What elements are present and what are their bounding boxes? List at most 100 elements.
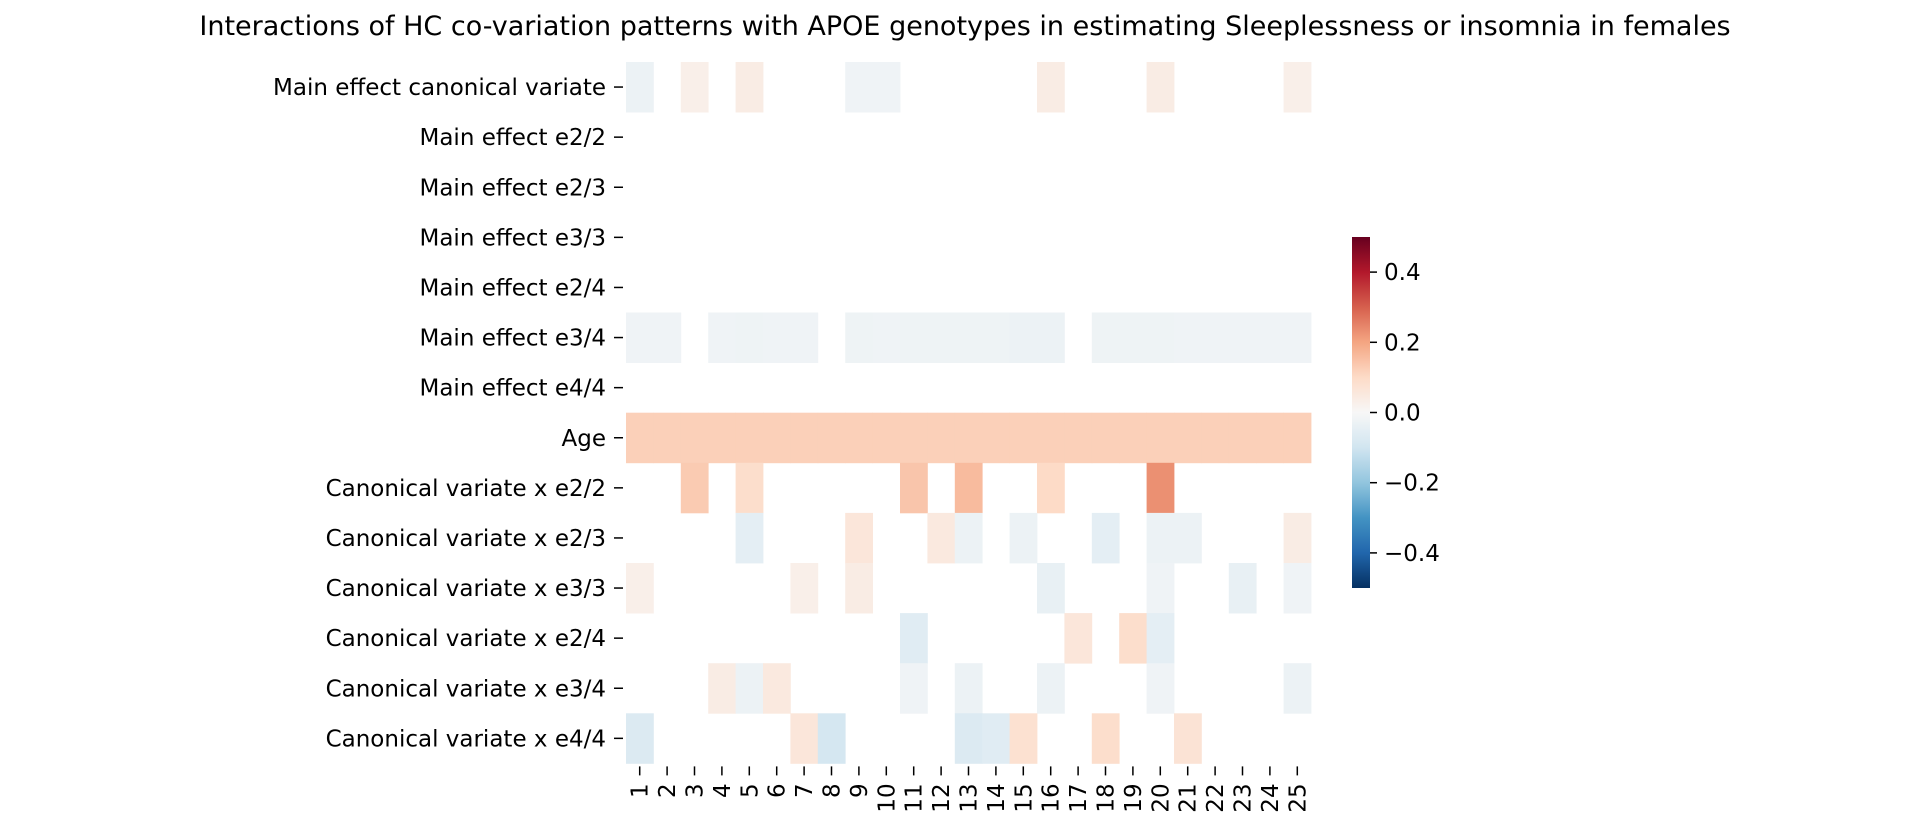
heatmap-cell: [763, 663, 791, 714]
heatmap-cell: [1037, 563, 1065, 614]
heatmap-cell: [1091, 412, 1120, 464]
heatmap-cell: [872, 312, 901, 363]
y-tick-label: Canonical variate x e2/4: [326, 626, 606, 652]
heatmap-cell: [900, 412, 928, 464]
x-tick-label: 7: [792, 783, 818, 798]
heatmap-cell: [900, 462, 928, 514]
heatmap-cell: [1037, 62, 1065, 113]
x-tick-label: 14: [984, 783, 1010, 812]
x-tick-label: 3: [683, 783, 709, 798]
heatmap-cell: [790, 563, 819, 614]
heatmap-cell: [1009, 713, 1038, 764]
heatmap-cell: [954, 312, 983, 363]
heatmap-cell: [626, 713, 654, 764]
heatmap-cell: [1256, 412, 1284, 464]
y-axis-labels: Main effect canonical variate Main effect…: [273, 75, 623, 752]
x-tick-label: 19: [1121, 783, 1147, 812]
heatmap-cell: [1146, 512, 1175, 564]
heatmap-cell: [954, 713, 983, 764]
heatmap-cell: [954, 512, 983, 564]
heatmap-cell: [817, 412, 846, 464]
x-tick-label: 15: [1011, 783, 1037, 812]
x-tick-label: 17: [1066, 783, 1092, 812]
heatmap-cell: [1256, 312, 1284, 363]
heatmap-cell: [790, 312, 819, 363]
heatmap-cell: [1201, 312, 1230, 363]
y-tick-label: Canonical variate x e3/3: [326, 576, 606, 602]
x-tick-label: 24: [1258, 783, 1284, 812]
heatmap-cell: [708, 412, 736, 464]
heatmap-cell: [982, 312, 1010, 363]
heatmap-cell: [790, 412, 819, 464]
heatmap-cell: [1091, 512, 1120, 564]
heatmap-cell: [900, 663, 928, 714]
heatmap-cell: [1009, 312, 1038, 363]
heatmap-cell: [1119, 613, 1147, 664]
heatmap-cell: [1146, 62, 1175, 113]
heatmap-cell: [708, 312, 736, 363]
y-tick-label: Main effect e2/3: [419, 175, 606, 201]
heatmap-cell: [845, 62, 873, 113]
heatmap-cell: [735, 62, 764, 113]
heatmap-cell: [1037, 462, 1065, 514]
colorbar-tick-label: 0.2: [1384, 330, 1421, 356]
y-tick-label: Age: [562, 426, 606, 452]
x-tick-label: 21: [1176, 783, 1202, 812]
heatmap-cell: [845, 412, 873, 464]
heatmap-cell: [653, 412, 682, 464]
heatmap-cell: [626, 312, 654, 363]
heatmap-cell: [1009, 512, 1038, 564]
heatmap-cell: [845, 563, 873, 614]
y-tick-label: Canonical variate x e2/2: [326, 476, 606, 502]
heatmap-cell: [1146, 563, 1175, 614]
heatmap-cell: [900, 613, 928, 664]
heatmap-cell: [1091, 713, 1120, 764]
colorbar-gradient: [1352, 237, 1370, 588]
x-tick-label: 1: [628, 783, 654, 798]
x-tick-label: 9: [847, 783, 873, 798]
heatmap-cell: [763, 412, 791, 464]
y-tick-label: Main effect canonical variate: [273, 75, 606, 101]
heatmap-cell: [1037, 312, 1065, 363]
heatmap-cell: [1283, 62, 1312, 113]
heatmap-cell: [1119, 412, 1147, 464]
chart-title: Interactions of HC co-variation patterns…: [199, 11, 1730, 42]
heatmap-cell: [735, 312, 764, 363]
y-tick-label: Main effect e4/4: [419, 376, 606, 402]
heatmap-cell: [927, 512, 956, 564]
heatmap-cell: [1009, 412, 1038, 464]
heatmap-cell: [927, 312, 956, 363]
x-tick-label: 22: [1203, 783, 1229, 812]
x-tick-label: 18: [1094, 783, 1120, 812]
heatmap-cell: [900, 312, 928, 363]
x-tick-label: 4: [710, 783, 736, 798]
heatmap-cell: [1174, 512, 1202, 564]
x-tick-label: 23: [1231, 783, 1257, 812]
y-tick-label: Canonical variate x e2/3: [326, 526, 606, 552]
heatmap-cell: [954, 412, 983, 464]
heatmap-cell: [982, 713, 1010, 764]
x-tick-label: 8: [820, 783, 846, 798]
heatmap-cell: [817, 713, 846, 764]
heatmap-cell: [1283, 312, 1312, 363]
heatmap-cell: [1119, 312, 1147, 363]
colorbar-tick-label: −0.4: [1384, 541, 1440, 567]
heatmap-cell: [1283, 663, 1312, 714]
heatmap-cell: [872, 412, 901, 464]
x-tick-label: 10: [874, 783, 900, 812]
heatmap-cell: [626, 563, 654, 614]
heatmap-cell: [1228, 563, 1257, 614]
colorbar-tick-label: 0.0: [1384, 401, 1421, 427]
heatmap-cell: [954, 663, 983, 714]
heatmap-cell: [735, 462, 764, 514]
heatmap-cell: [982, 412, 1010, 464]
heatmap-cell: [1146, 663, 1175, 714]
y-tick-label: Main effect e2/4: [419, 275, 606, 301]
x-tick-label: 6: [765, 783, 791, 798]
y-tick-label: Main effect e3/3: [419, 225, 606, 251]
heatmap-cell: [735, 512, 764, 564]
heatmap-cell: [1228, 312, 1257, 363]
heatmap-cell: [790, 713, 819, 764]
x-axis-labels: 1 2 3 4 5 6 7 8 9 10 11 12 13 14 15 16 17 18 19 20 21 22 23 24 2…: [628, 766, 1311, 813]
